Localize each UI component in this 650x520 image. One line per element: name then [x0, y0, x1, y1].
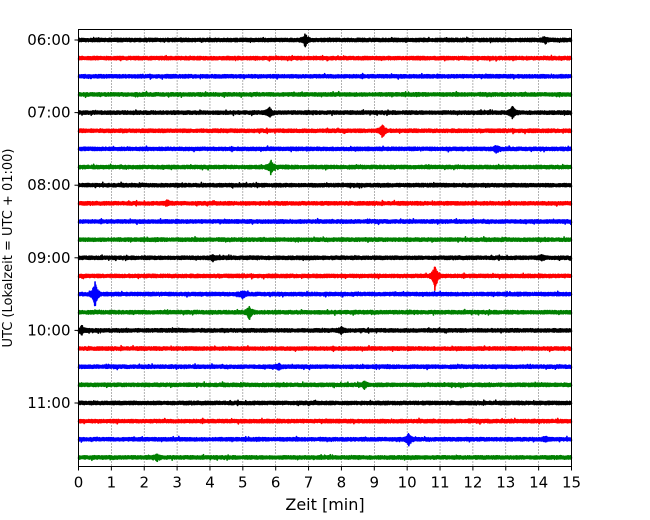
y-tick-label: 11:00	[27, 394, 70, 412]
seismic-trace	[77, 399, 573, 407]
seismic-trace	[77, 432, 573, 447]
x-tick-label: 10	[398, 474, 417, 492]
seismic-trace	[77, 305, 573, 321]
x-tick-label: 6	[271, 474, 281, 492]
seismic-trace	[77, 72, 573, 80]
seismic-trace	[77, 324, 573, 336]
seismic-trace	[77, 33, 573, 48]
seismic-trace	[77, 217, 573, 226]
y-axis-label: UTC (Lokalzeit = UTC + 01:00)	[1, 149, 16, 348]
y-tick-label: 10:00	[27, 321, 70, 339]
x-axis-label: Zeit [min]	[285, 495, 364, 514]
seismic-trace	[77, 380, 573, 391]
seismic-trace	[77, 362, 573, 371]
seismic-trace	[77, 235, 573, 243]
seismic-trace	[77, 281, 573, 307]
x-tick-label: 14	[529, 474, 548, 492]
x-tick-label: 12	[463, 474, 482, 492]
x-tick-label: 0	[74, 474, 84, 492]
y-tick-label: 07:00	[27, 104, 70, 122]
x-tick-label: 1	[107, 474, 117, 492]
y-tick-label: 06:00	[27, 31, 70, 49]
seismic-trace	[77, 453, 573, 463]
x-tick-label: 5	[238, 474, 248, 492]
grid-lines	[111, 29, 539, 467]
x-tick-label: 8	[337, 474, 347, 492]
y-tick-label: 08:00	[27, 176, 70, 194]
y-tick-label: 09:00	[27, 249, 70, 267]
seismic-trace	[77, 159, 573, 176]
seismic-trace	[77, 90, 573, 99]
plot-frame	[78, 29, 572, 467]
x-tick-label: 7	[304, 474, 314, 492]
seismic-trace	[77, 145, 573, 154]
x-tick-label: 3	[172, 474, 182, 492]
x-tick-label: 9	[370, 474, 380, 492]
seismic-trace	[77, 417, 573, 425]
x-tick-label: 15	[562, 474, 581, 492]
seismic-trace	[77, 181, 573, 189]
y-axis-ticks: 06:00 07:00 08:00 09:00 10:00 11:00	[27, 31, 79, 412]
seismic-trace	[77, 344, 573, 353]
seismic-trace	[77, 199, 573, 207]
seismic-trace	[77, 266, 573, 291]
seismic-trace	[77, 124, 573, 138]
x-tick-label: 13	[496, 474, 515, 492]
seismic-traces	[77, 33, 573, 463]
x-tick-label: 4	[205, 474, 215, 492]
seismic-trace	[77, 54, 573, 62]
x-tick-label: 2	[139, 474, 149, 492]
seismic-trace	[77, 105, 573, 120]
seismic-trace	[77, 253, 573, 263]
x-tick-label: 11	[430, 474, 449, 492]
x-axis-ticks: 0 1 2 3 4 5 6 7 8 9 10 11 12 13 14 15	[74, 466, 581, 492]
